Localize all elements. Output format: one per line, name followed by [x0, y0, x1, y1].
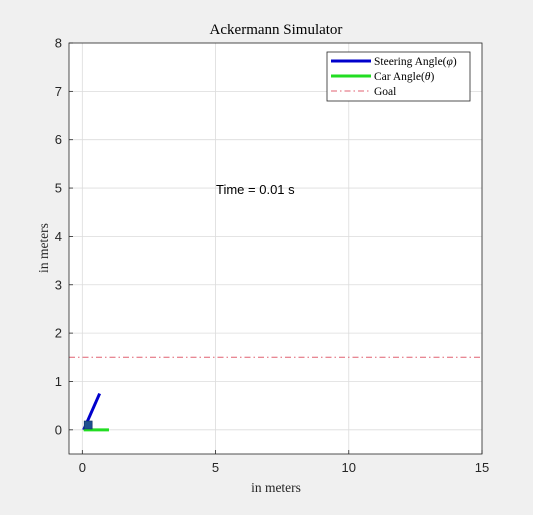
- x-tick-label: 5: [212, 460, 219, 475]
- y-tick-label: 0: [55, 422, 62, 437]
- y-tick-label: 6: [55, 132, 62, 147]
- legend-steering-label: Steering Angle(φ): [374, 56, 457, 68]
- x-axis-label: in meters: [251, 480, 301, 495]
- x-tick-label: 10: [342, 460, 356, 475]
- y-tick-label: 8: [55, 36, 62, 51]
- car-marker: [83, 420, 93, 430]
- y-tick-label: 2: [55, 326, 62, 341]
- legend: Steering Angle(φ) Car Angle(θ) Goal: [326, 51, 471, 102]
- x-tick-label: 0: [79, 460, 86, 475]
- chart-title: Ackermann Simulator: [210, 22, 343, 38]
- y-tick-label: 1: [55, 374, 62, 389]
- y-axis-label: in meters: [36, 223, 51, 273]
- time-annotation: Time = 0.01 s: [216, 182, 295, 197]
- y-tick-label: 7: [55, 84, 62, 99]
- ticks: 0 5 10 15 0 1 2 3 4 5 6 7 8: [55, 36, 489, 476]
- y-tick-label: 5: [55, 181, 62, 196]
- y-tick-label: 3: [55, 277, 62, 292]
- series-layer: [69, 356, 482, 432]
- x-tick-label: 15: [475, 460, 489, 475]
- y-tick-label: 4: [55, 229, 62, 244]
- legend-car-label: Car Angle(θ): [374, 71, 434, 83]
- grid: [69, 42, 483, 454]
- plot-area: [69, 43, 482, 454]
- axes-frame: [68, 42, 483, 455]
- legend-goal-label: Goal: [374, 86, 396, 98]
